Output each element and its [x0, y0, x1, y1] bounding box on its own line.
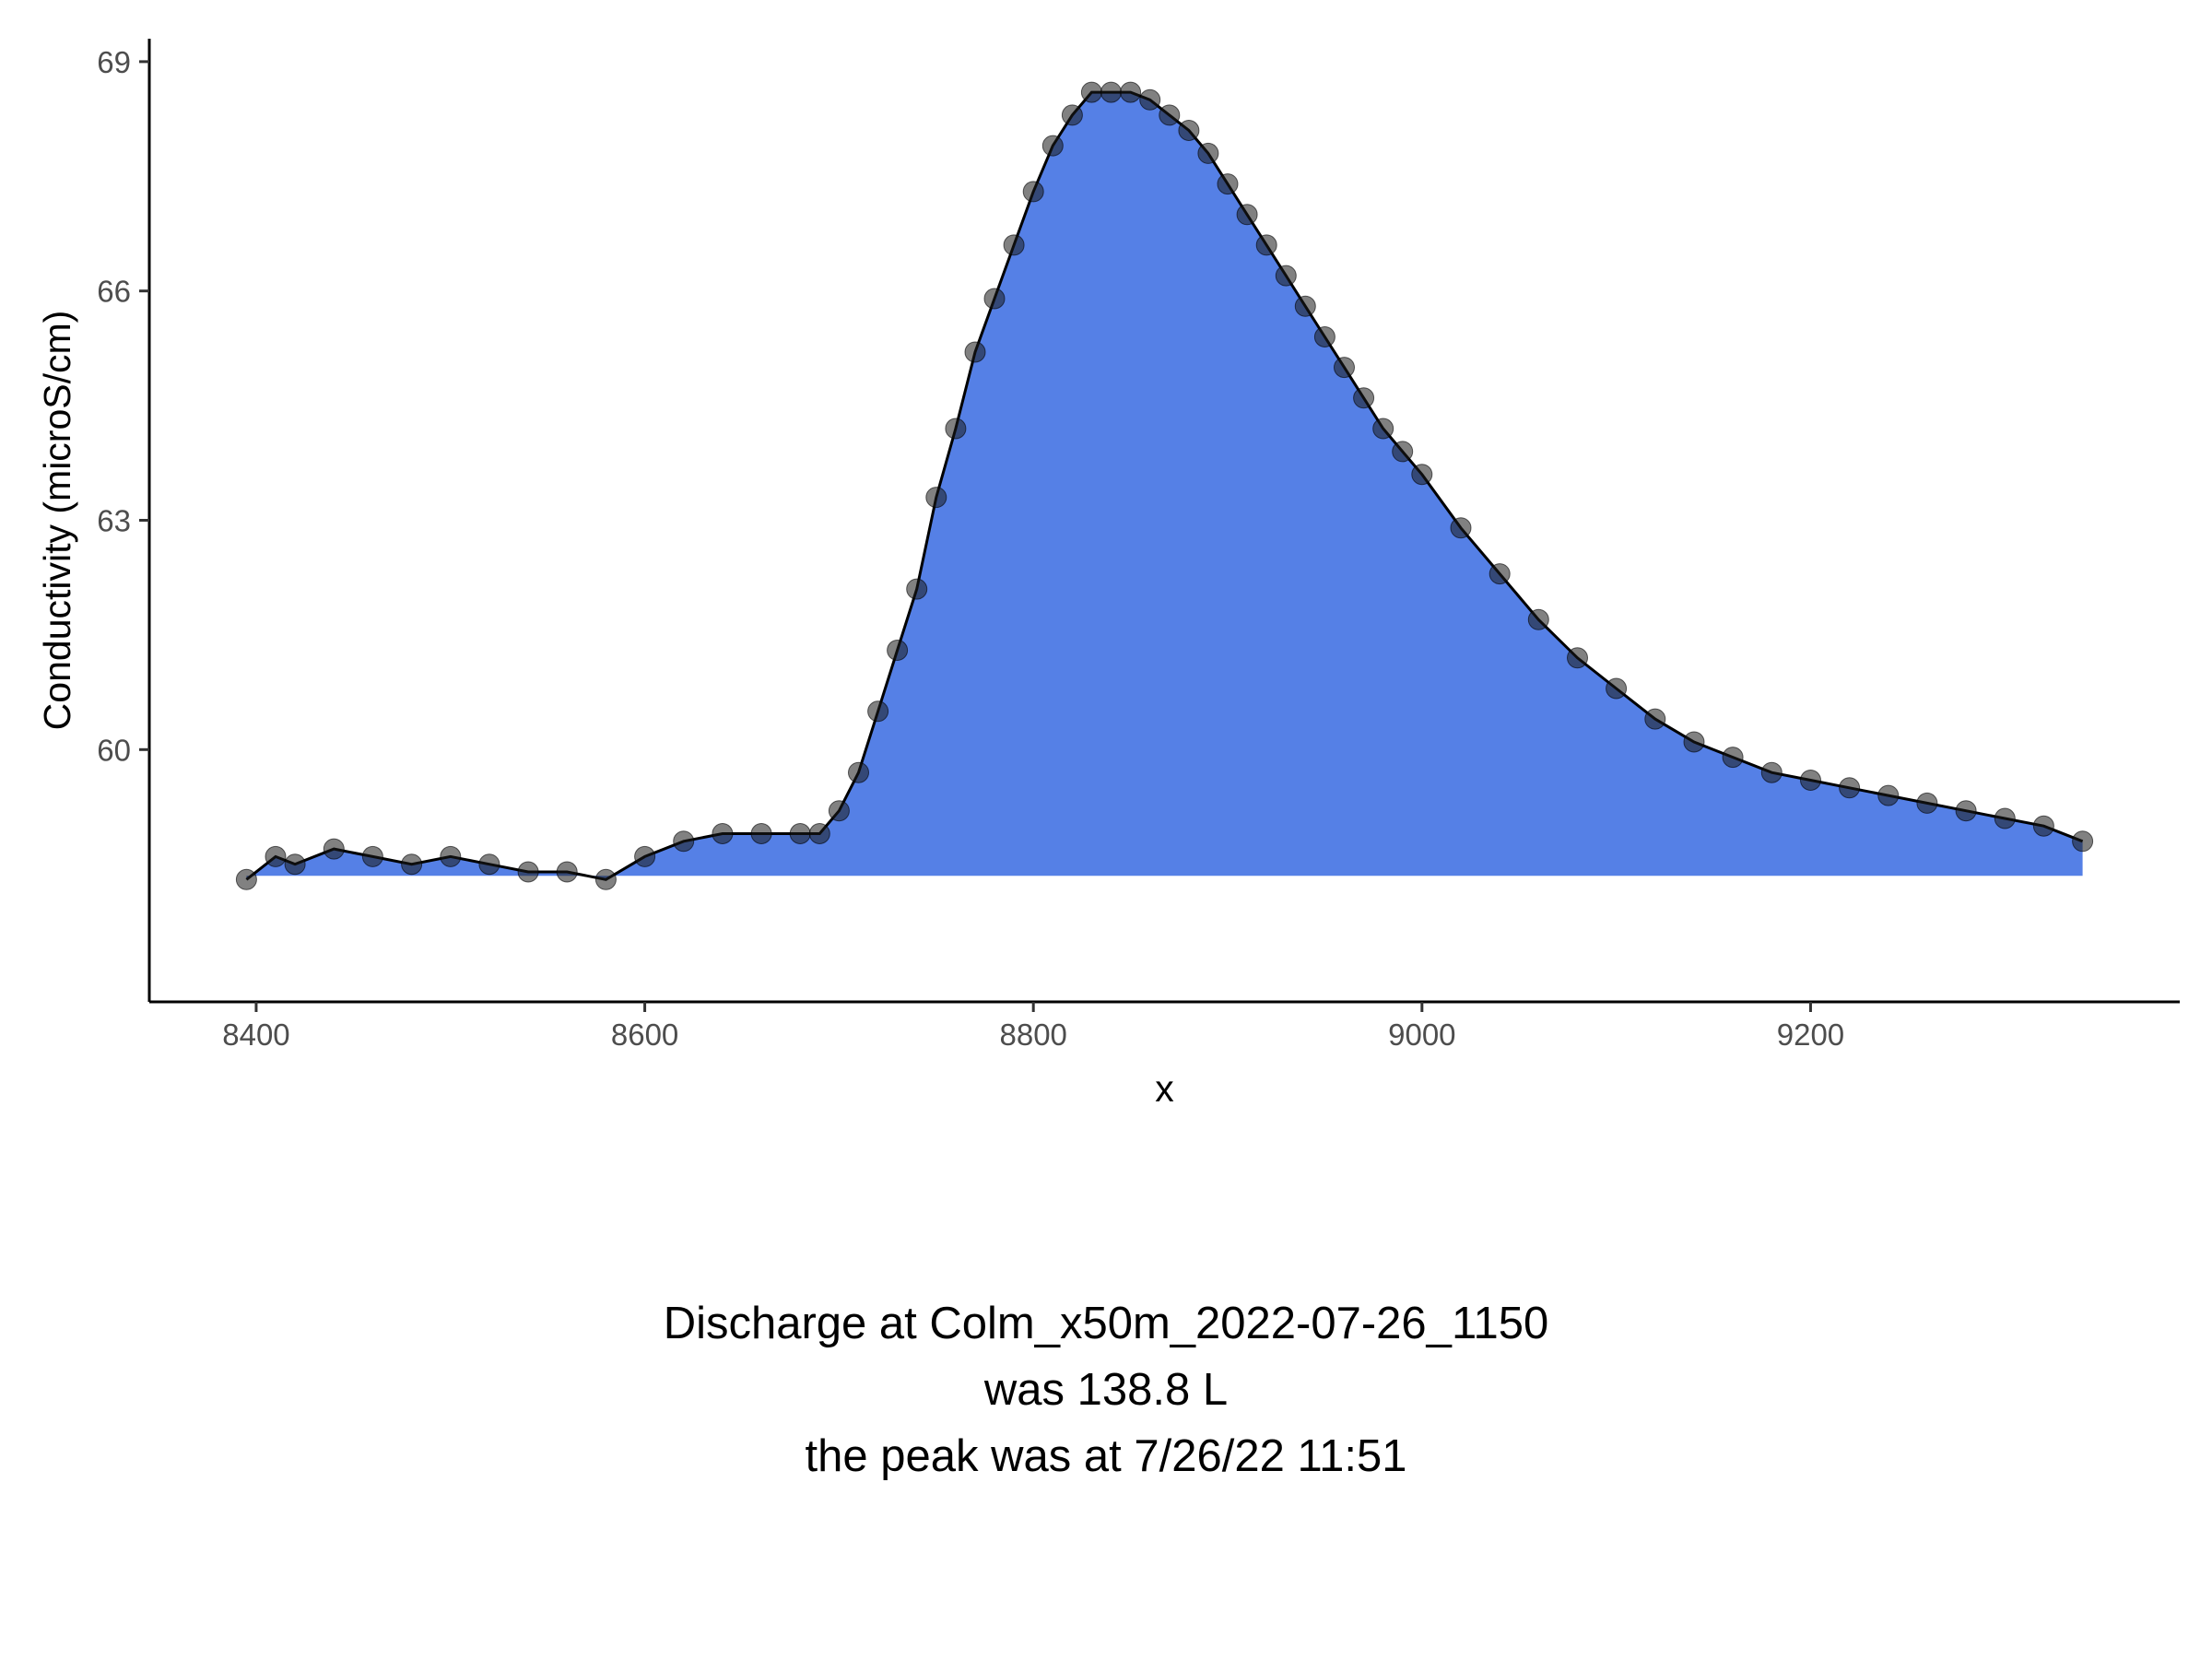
data-point [1392, 441, 1414, 463]
chart-marks [235, 81, 2094, 890]
data-point [983, 288, 1006, 310]
data-point [284, 853, 306, 876]
data-point [1994, 807, 2016, 830]
data-point [1760, 761, 1783, 783]
area-fill [246, 92, 2083, 880]
data-point [1159, 104, 1181, 126]
data-point [789, 823, 811, 844]
data-point [1022, 181, 1044, 203]
data-point [925, 487, 947, 509]
data-point [1955, 800, 1977, 822]
data-point [1606, 677, 1628, 700]
data-point [1644, 708, 1666, 730]
caption: Discharge at Colm_x50m_2022-07-26_1150 w… [0, 1290, 2212, 1489]
caption-line-3: the peak was at 7/26/22 11:51 [805, 1431, 1407, 1481]
data-point [1003, 234, 1025, 256]
data-point [1527, 608, 1549, 630]
data-point [1567, 647, 1588, 669]
data-point [1275, 265, 1297, 287]
caption-line-1: Discharge at Colm_x50m_2022-07-26_1150 [663, 1299, 1549, 1348]
data-point [440, 845, 462, 867]
data-point [634, 845, 656, 867]
data-point [1236, 204, 1258, 226]
data-point [1120, 81, 1142, 103]
x-axis-title: x [1155, 1067, 1174, 1110]
x-tick-label: 8400 [222, 1018, 289, 1052]
x-tick-label: 8800 [999, 1018, 1066, 1052]
x-tick-label: 9200 [1777, 1018, 1844, 1052]
data-point [323, 838, 345, 860]
data-point [867, 700, 889, 723]
data-point [235, 868, 257, 890]
data-point [828, 800, 850, 822]
data-point [361, 845, 383, 867]
data-point [1488, 563, 1511, 585]
data-point [848, 761, 869, 783]
x-tick-label: 8600 [611, 1018, 678, 1052]
caption-line-2: was 138.8 L [983, 1365, 1229, 1415]
data-point [750, 823, 772, 844]
data-point [2032, 815, 2054, 837]
data-point [1313, 326, 1335, 347]
y-tick-label: 60 [97, 733, 131, 767]
data-point [1839, 777, 1861, 799]
y-axis-title: Conductivity (microS/cm) [36, 311, 78, 731]
data-point [1450, 517, 1472, 539]
data-point [1877, 784, 1900, 806]
data-point [265, 845, 287, 867]
data-point [808, 823, 830, 844]
data-point [1722, 747, 1744, 769]
data-point [1080, 81, 1102, 103]
data-point [1294, 295, 1316, 317]
data-point [1353, 387, 1375, 409]
data-point [556, 861, 578, 883]
y-tick-label: 69 [97, 45, 131, 79]
data-point [594, 868, 617, 890]
data-point [1255, 234, 1277, 256]
data-point [1197, 142, 1219, 164]
y-tick-label: 66 [97, 275, 131, 309]
data-point [2072, 830, 2094, 853]
data-point [1041, 135, 1064, 157]
data-point [1061, 104, 1083, 126]
data-point [1217, 173, 1239, 195]
data-point [945, 418, 967, 440]
data-point [1334, 357, 1355, 379]
x-tick-label: 9000 [1388, 1018, 1455, 1052]
data-point [1800, 770, 1821, 791]
data-point [964, 341, 986, 363]
chart-axes: 8400 8600 8800 9000 9200 60 63 66 69 [97, 39, 2180, 1052]
data-point [401, 853, 423, 876]
data-point [673, 830, 695, 853]
data-point [1683, 731, 1705, 753]
data-point [478, 853, 500, 876]
data-point [712, 823, 734, 844]
data-point [1178, 120, 1200, 141]
y-tick-label: 63 [97, 504, 131, 538]
data-point [1916, 792, 1938, 814]
data-point [1372, 418, 1394, 440]
data-point [1411, 464, 1433, 486]
data-point [1139, 88, 1161, 111]
data-point [1100, 81, 1122, 103]
data-point [517, 861, 539, 883]
data-point [906, 578, 928, 600]
data-point [887, 640, 909, 661]
